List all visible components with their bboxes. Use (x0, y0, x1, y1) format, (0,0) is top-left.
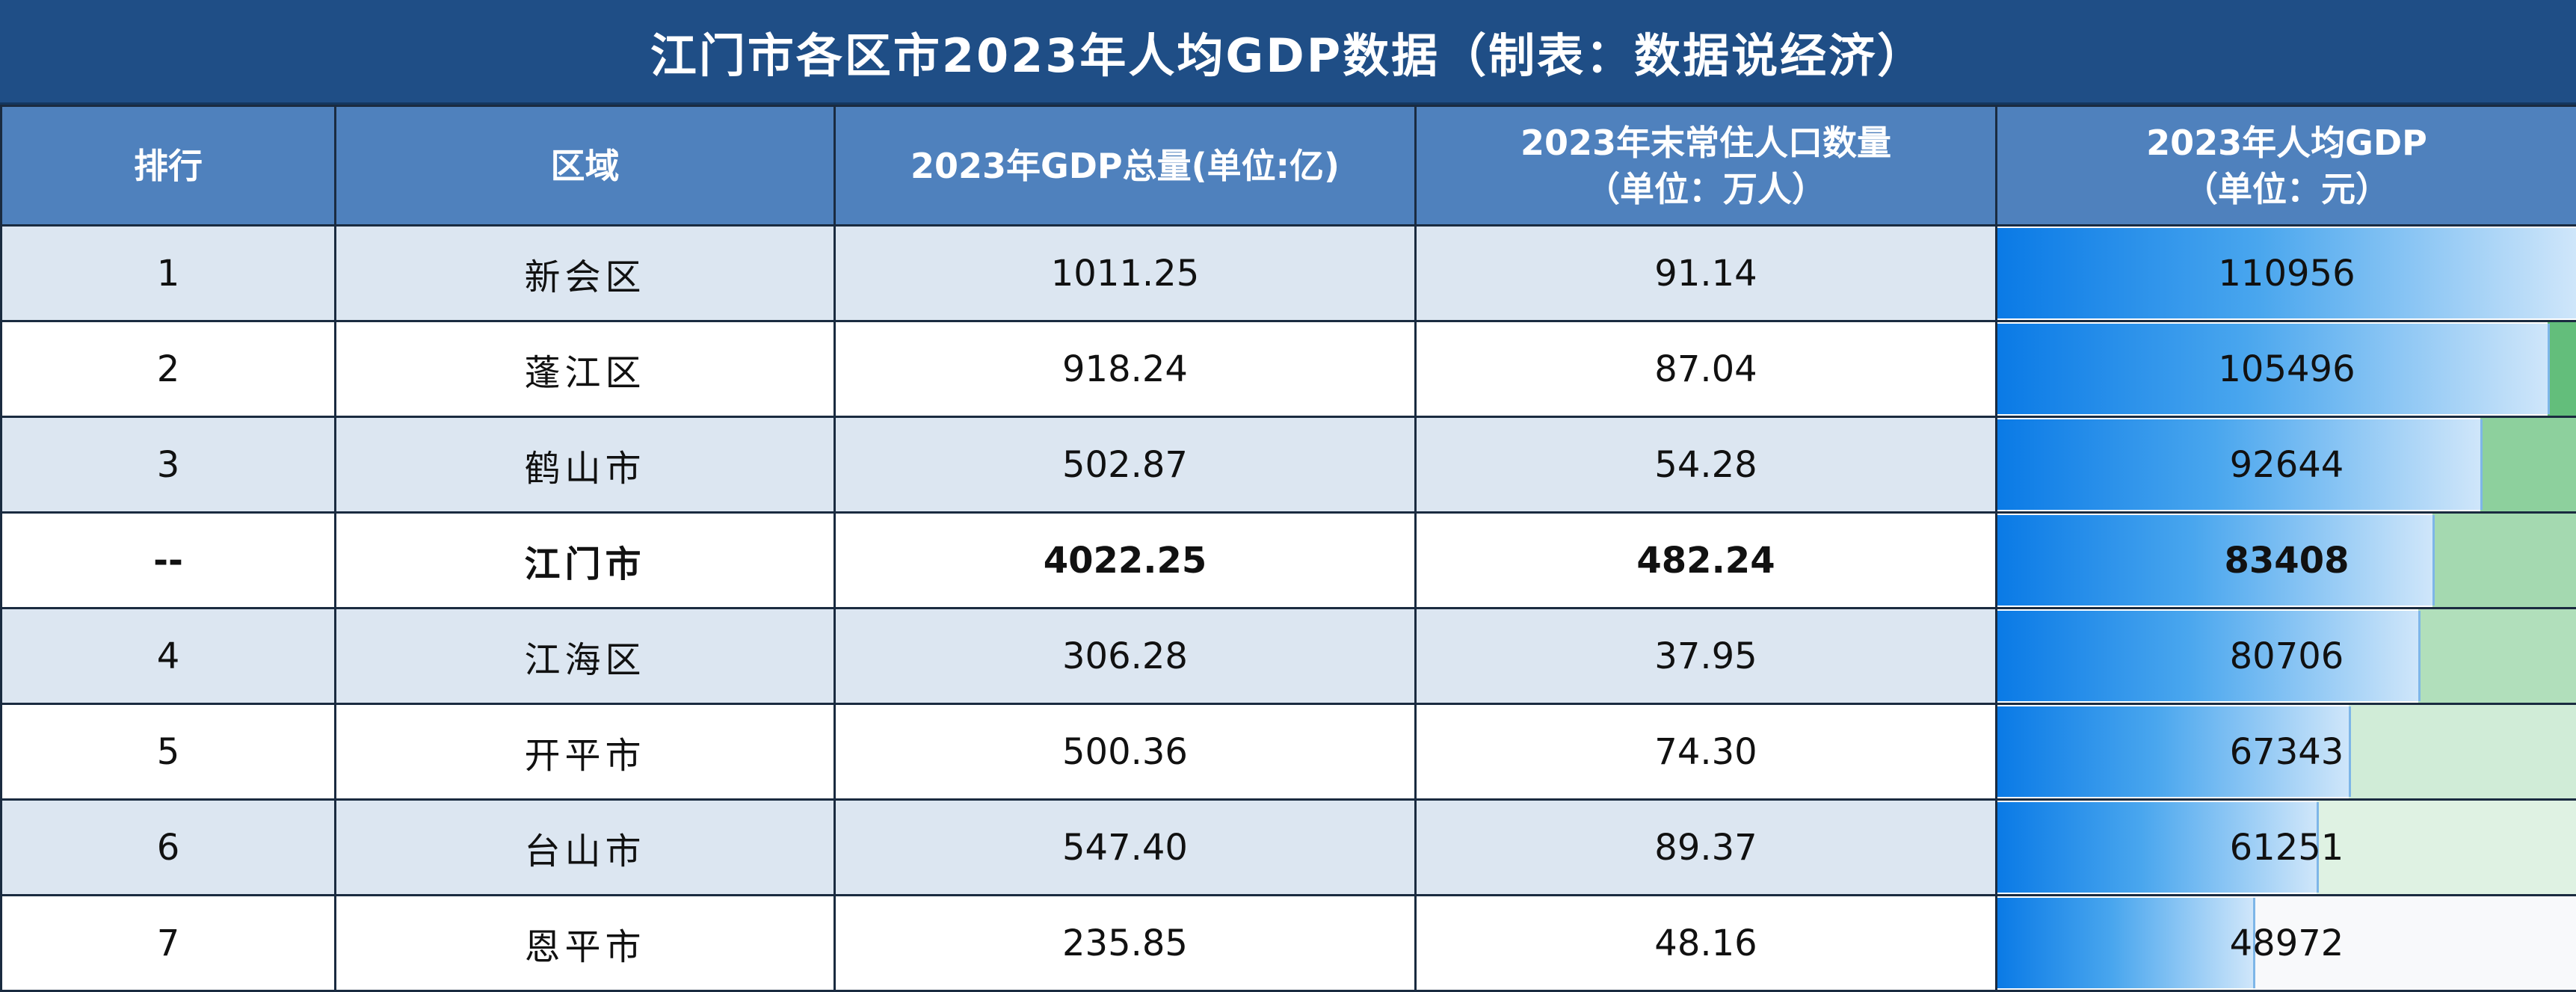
per-capita-gdp-cell[interactable]: 48972 (1997, 896, 2576, 991)
gdp-cell[interactable]: 235.85 (835, 896, 1416, 991)
population-cell[interactable]: 54.28 (1416, 417, 1997, 513)
rank-cell[interactable]: 1 (1, 226, 336, 321)
per-capita-value: 92644 (2230, 444, 2344, 486)
rank-cell[interactable]: 4 (1, 609, 336, 704)
per-capita-value: 80706 (2230, 635, 2344, 677)
per-capita-gdp-cell[interactable]: 105496 (1997, 321, 2576, 417)
population-cell[interactable]: 482.24 (1416, 513, 1997, 609)
region-cell[interactable]: 江海区 (336, 609, 835, 704)
per-capita-value: 67343 (2230, 731, 2344, 773)
population-cell[interactable]: 48.16 (1416, 896, 1997, 991)
header-per-capita-line2: （单位：元） (1997, 166, 2576, 212)
rank-cell[interactable]: 6 (1, 800, 336, 896)
color-scale-fill (2548, 322, 2576, 416)
rank-cell[interactable]: 5 (1, 704, 336, 800)
per-capita-value: 105496 (2218, 348, 2355, 390)
data-bar (1997, 611, 2421, 701)
header-per-capita-line1: 2023年人均GDP (1997, 120, 2576, 166)
region-cell[interactable]: 蓬江区 (336, 321, 835, 417)
per-capita-gdp-cell[interactable]: 67343 (1997, 704, 2576, 800)
per-capita-gdp-cell[interactable]: 92644 (1997, 417, 2576, 513)
region-cell[interactable]: 开平市 (336, 704, 835, 800)
population-cell[interactable]: 74.30 (1416, 704, 1997, 800)
gdp-cell[interactable]: 502.87 (835, 417, 1416, 513)
gdp-cell[interactable]: 547.40 (835, 800, 1416, 896)
rank-cell[interactable]: 3 (1, 417, 336, 513)
region-cell[interactable]: 台山市 (336, 800, 835, 896)
population-cell[interactable]: 87.04 (1416, 321, 1997, 417)
population-cell[interactable]: 37.95 (1416, 609, 1997, 704)
color-scale-fill (2480, 418, 2576, 511)
population-cell[interactable]: 91.14 (1416, 226, 1997, 321)
region-cell[interactable]: 鹤山市 (336, 417, 835, 513)
gdp-cell[interactable]: 306.28 (835, 609, 1416, 704)
gdp-cell[interactable]: 500.36 (835, 704, 1416, 800)
per-capita-value: 61251 (2230, 827, 2344, 869)
per-capita-gdp-cell[interactable]: 110956 (1997, 226, 2576, 321)
region-cell[interactable]: 恩平市 (336, 896, 835, 991)
rank-cell[interactable]: 7 (1, 896, 336, 991)
per-capita-value: 83408 (2225, 540, 2349, 582)
gdp-cell[interactable]: 918.24 (835, 321, 1416, 417)
per-capita-gdp-cell[interactable]: 83408 (1997, 513, 2576, 609)
per-capita-value: 110956 (2218, 253, 2355, 295)
color-scale-fill (2317, 801, 2576, 894)
per-capita-gdp-cell[interactable]: 61251 (1997, 800, 2576, 896)
gdp-cell[interactable]: 4022.25 (835, 513, 1416, 609)
table-title: 江门市各区市2023年人均GDP数据（制表：数据说经济） (0, 0, 2576, 105)
population-cell[interactable]: 89.37 (1416, 800, 1997, 896)
rank-cell[interactable]: -- (1, 513, 336, 609)
region-cell[interactable]: 江门市 (336, 513, 835, 609)
header-row: 排行 区域 2023年GDP总量(单位:亿) 2023年末常住人口数量 （单位：… (1, 106, 2576, 226)
region-cell[interactable]: 新会区 (336, 226, 835, 321)
header-gdp[interactable]: 2023年GDP总量(单位:亿) (835, 106, 1416, 226)
data-bar (1997, 898, 2255, 988)
header-population-line2: （单位：万人） (1417, 166, 1995, 212)
color-scale-fill (2418, 609, 2576, 703)
color-scale-fill (2432, 514, 2576, 607)
gdp-cell[interactable]: 1011.25 (835, 226, 1416, 321)
data-bar (1997, 515, 2435, 606)
header-rank[interactable]: 排行 (1, 106, 336, 226)
header-population[interactable]: 2023年末常住人口数量 （单位：万人） (1416, 106, 1997, 226)
header-per-capita-gdp[interactable]: 2023年人均GDP （单位：元） (1997, 106, 2576, 226)
header-region[interactable]: 区域 (336, 106, 835, 226)
per-capita-gdp-cell[interactable]: 80706 (1997, 609, 2576, 704)
per-capita-value: 48972 (2230, 922, 2344, 964)
per-capita-gdp-table: 排行 区域 2023年GDP总量(单位:亿) 2023年末常住人口数量 （单位：… (0, 105, 2576, 992)
rank-cell[interactable]: 2 (1, 321, 336, 417)
color-scale-fill (2349, 705, 2576, 798)
header-population-line1: 2023年末常住人口数量 (1417, 120, 1995, 166)
